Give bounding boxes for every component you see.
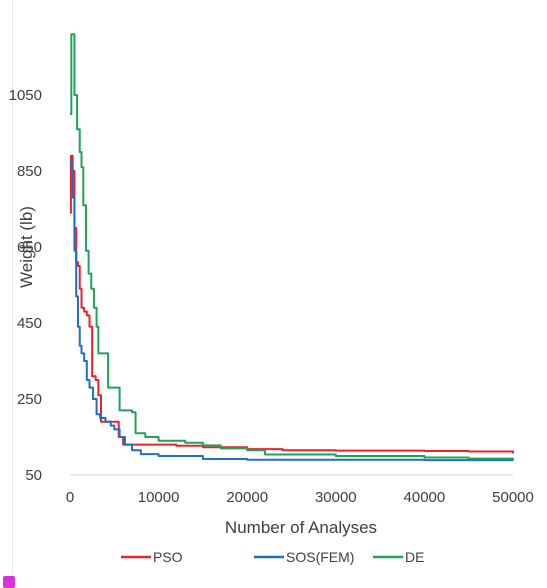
x-tick-label-3: 30000 xyxy=(315,489,357,506)
legend-label-0: PSO xyxy=(153,549,183,565)
x-tick-label-4: 40000 xyxy=(404,489,446,506)
y-tick-label-2: 450 xyxy=(17,315,42,332)
x-tick-label-0: 0 xyxy=(66,489,74,506)
y-tick-label-0: 50 xyxy=(25,467,42,484)
y-tick-label-3: 650 xyxy=(17,239,42,256)
legend-label-1: SOS(FEM) xyxy=(286,549,354,565)
y-tick-label-1: 250 xyxy=(17,391,42,408)
x-tick-label-2: 20000 xyxy=(226,489,268,506)
y-axis-title: Weight (lb) xyxy=(17,206,36,288)
x-tick-label-5: 50000 xyxy=(492,489,534,506)
series-line-pso xyxy=(69,154,514,454)
series-line-de xyxy=(70,33,514,460)
x-axis-title: Number of Analyses xyxy=(225,518,377,537)
y-tick-label-4: 850 xyxy=(17,163,42,180)
y-tick-label-5: 1050 xyxy=(9,87,42,104)
series-line-sos-fem- xyxy=(70,158,514,462)
corner-marker xyxy=(3,576,15,588)
legend-label-2: DE xyxy=(405,549,424,565)
x-tick-label-1: 10000 xyxy=(138,489,180,506)
left-border-rule xyxy=(12,0,13,575)
